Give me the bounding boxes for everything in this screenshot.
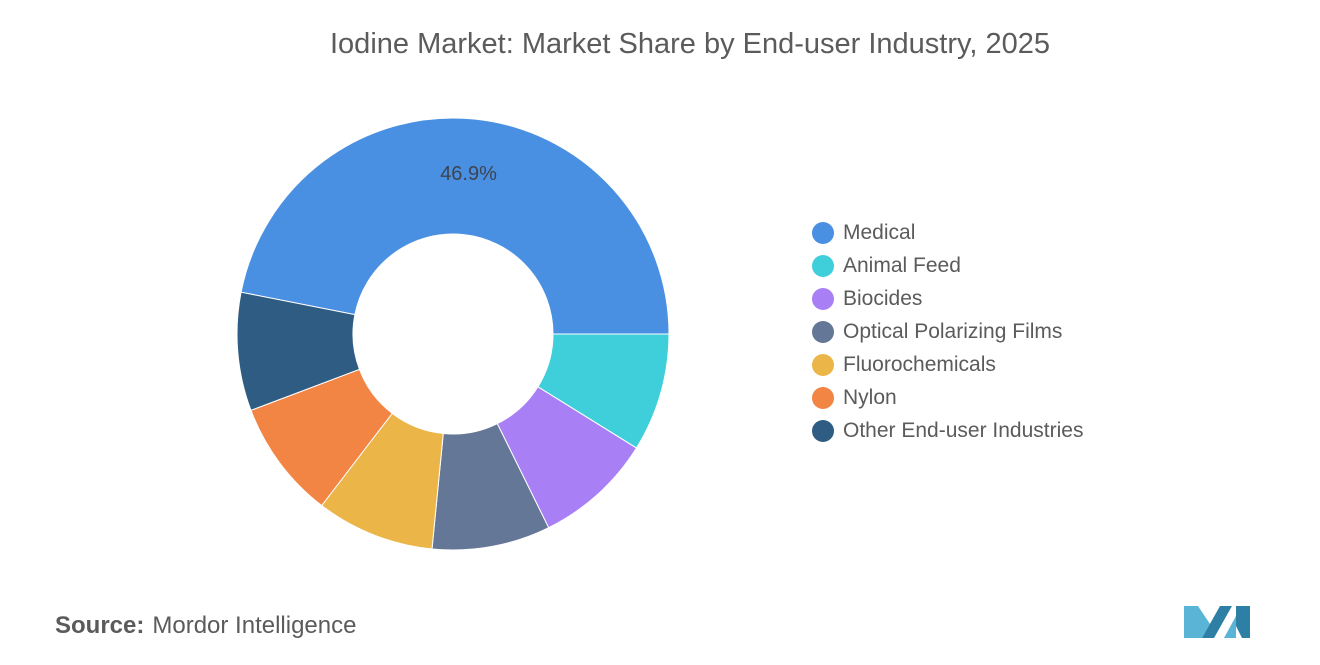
legend-label: Animal Feed — [843, 253, 961, 277]
donut-slice-medical — [240, 117, 670, 335]
source-value: Mordor Intelligence — [152, 612, 357, 639]
legend-swatch — [812, 320, 834, 343]
donut-slice-other-end-user-industries — [236, 291, 361, 411]
slice-value-label: 46.9% — [440, 163, 497, 185]
legend-item-optical-polarizing-films: Optical Polarizing Films — [812, 315, 1083, 348]
legend-label: Fluorochemicals — [843, 352, 996, 376]
legend-item-animal-feed: Animal Feed — [812, 249, 1083, 282]
legend-item-other-end-user-industries: Other End-user Industries — [812, 414, 1083, 447]
chart-title: Iodine Market: Market Share by End-user … — [330, 28, 1050, 60]
legend-item-fluorochemicals: Fluorochemicals — [812, 348, 1083, 381]
source-label: Source: — [55, 612, 145, 639]
source-note: Source: Mordor Intelligence — [55, 612, 356, 640]
legend-label: Optical Polarizing Films — [843, 319, 1063, 343]
legend-label: Other End-user Industries — [843, 418, 1084, 442]
legend-item-nylon: Nylon — [812, 381, 1083, 414]
legend-swatch — [812, 254, 834, 277]
legend-item-medical: Medical — [812, 216, 1083, 249]
legend-label: Biocides — [843, 286, 923, 310]
legend-swatch — [812, 386, 834, 409]
legend-swatch — [812, 353, 834, 376]
chart-legend: Medical Animal Feed Biocides Optical Polari… — [812, 216, 1083, 447]
mordor-intelligence-logo-icon — [1184, 606, 1250, 638]
legend-item-biocides: Biocides — [812, 282, 1083, 315]
legend-swatch — [812, 287, 834, 310]
legend-label: Medical — [843, 220, 916, 244]
legend-swatch — [812, 221, 834, 244]
legend-label: Nylon — [843, 385, 897, 409]
legend-swatch — [812, 419, 834, 442]
